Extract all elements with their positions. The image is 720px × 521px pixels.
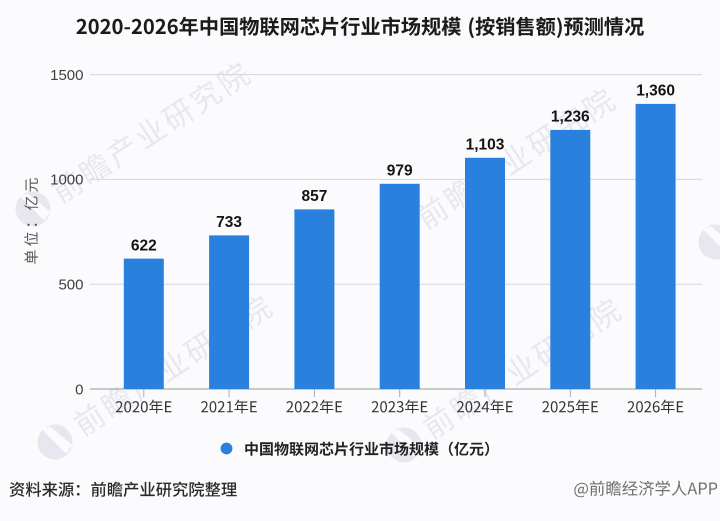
svg-text:857: 857 [301, 188, 327, 205]
svg-text:1,103: 1,103 [466, 137, 505, 154]
svg-text:733: 733 [216, 214, 242, 231]
svg-text:1,360: 1,360 [636, 83, 675, 100]
svg-text:979: 979 [387, 163, 413, 180]
svg-text:1,236: 1,236 [551, 109, 590, 126]
svg-text:500: 500 [58, 277, 83, 294]
svg-text:0: 0 [75, 381, 83, 398]
svg-text:622: 622 [131, 237, 157, 254]
svg-text:1500: 1500 [50, 67, 83, 84]
svg-text:1000: 1000 [50, 172, 83, 189]
